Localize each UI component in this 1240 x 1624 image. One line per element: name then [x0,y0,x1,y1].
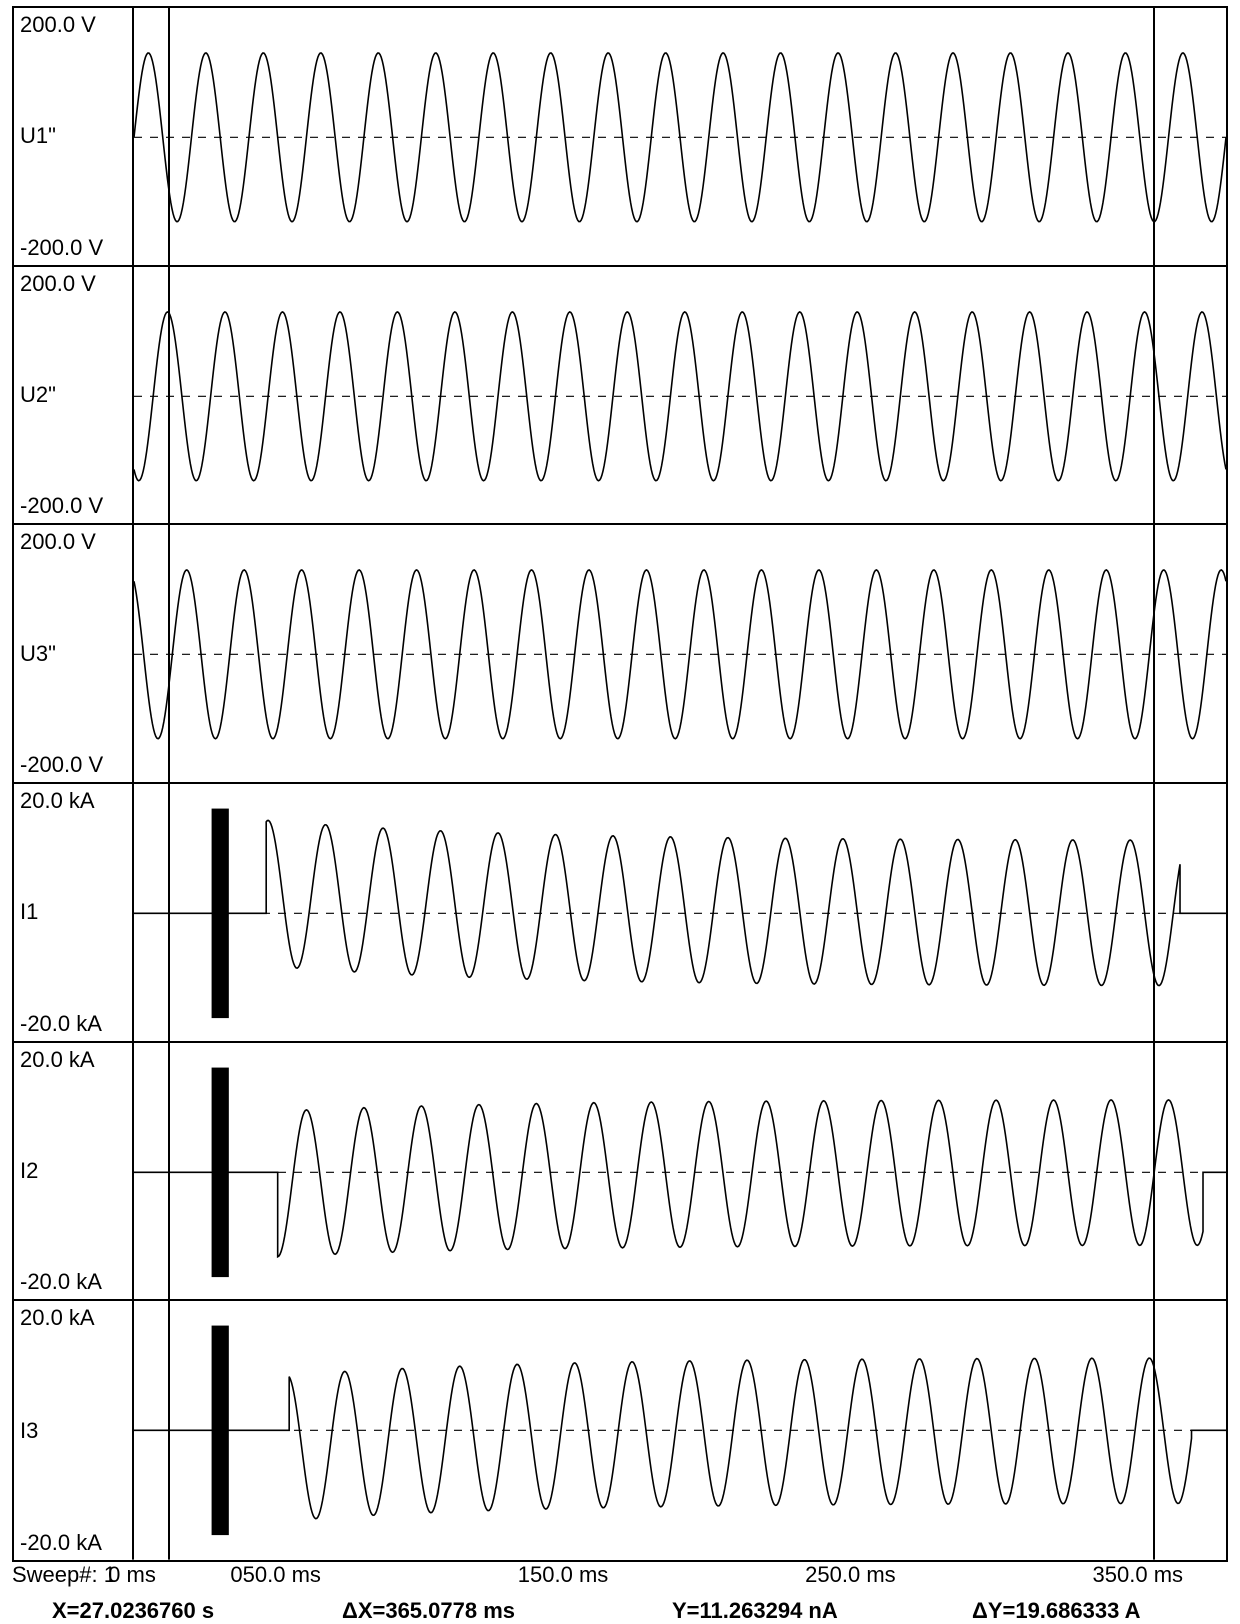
y-min-label: -20.0 kA [20,1530,102,1556]
channel-label: I1 [20,899,38,925]
transient-burst [212,1067,229,1277]
y-max-label: 200.0 V [20,12,96,38]
transient-burst [212,809,229,1019]
status-y: Y=11.263294 nA [672,1598,838,1624]
x-axis-labels: Sweep#: 10 ms 050.0 ms 150.0 ms 250.0 ms 350… [12,1562,1228,1590]
channel-label: I2 [20,1158,38,1184]
y-min-label: -200.0 V [20,493,103,519]
sweep-label: Sweep#: 1 [12,1562,116,1588]
panel-I1: 20.0 kA -20.0 kA I1 [14,784,1226,1043]
x-tick: 250.0 ms [805,1562,896,1588]
trace [134,1358,1226,1519]
oscilloscope-screenshot: 200.0 V-200.0 VU1"200.0 V-200.0 VU2"200.… [0,0,1240,1621]
panel-I2: 20.0 kA -20.0 kA I2 [14,1043,1226,1302]
status-dx: ΔX=365.0778 ms [342,1598,515,1624]
channel-label: U1" [20,123,56,149]
trace [134,1099,1226,1256]
panel-I3: 20.0 kA -20.0 kA I3 [14,1301,1226,1560]
y-max-label: 200.0 V [20,271,96,297]
waveform-svg [14,525,1226,784]
y-min-label: -20.0 kA [20,1011,102,1037]
waveform-svg [14,8,1226,267]
y-min-label: -200.0 V [20,235,103,261]
panel-U1: 200.0 V -200.0 V U1" [14,8,1226,267]
status-x: X=27.0236760 s [52,1598,214,1624]
y-max-label: 200.0 V [20,529,96,555]
waveform-svg [14,784,1226,1043]
x-tick: 350.0 ms [1093,1562,1184,1588]
y-max-label: 20.0 kA [20,1305,95,1331]
y-max-label: 20.0 kA [20,788,95,814]
y-max-label: 20.0 kA [20,1047,95,1073]
status-dy: ΔY=19.686333 A [972,1598,1141,1624]
x-tick: 0 ms [108,1562,156,1588]
transient-burst [212,1326,229,1536]
channel-label: U3" [20,641,56,667]
y-min-label: -200.0 V [20,752,103,778]
channel-label: I3 [20,1418,38,1444]
x-tick: 050.0 ms [230,1562,321,1588]
waveform-svg [14,1301,1226,1560]
waveform-svg [14,267,1226,526]
panel-U3: 200.0 V -200.0 V U3" [14,525,1226,784]
chart-area: 200.0 V-200.0 VU1"200.0 V-200.0 VU2"200.… [12,6,1228,1562]
y-min-label: -20.0 kA [20,1269,102,1295]
trace [134,820,1226,985]
channel-label: U2" [20,382,56,408]
waveform-svg [14,1043,1226,1302]
x-tick: 150.0 ms [518,1562,609,1588]
panel-U2: 200.0 V -200.0 V U2" [14,267,1226,526]
